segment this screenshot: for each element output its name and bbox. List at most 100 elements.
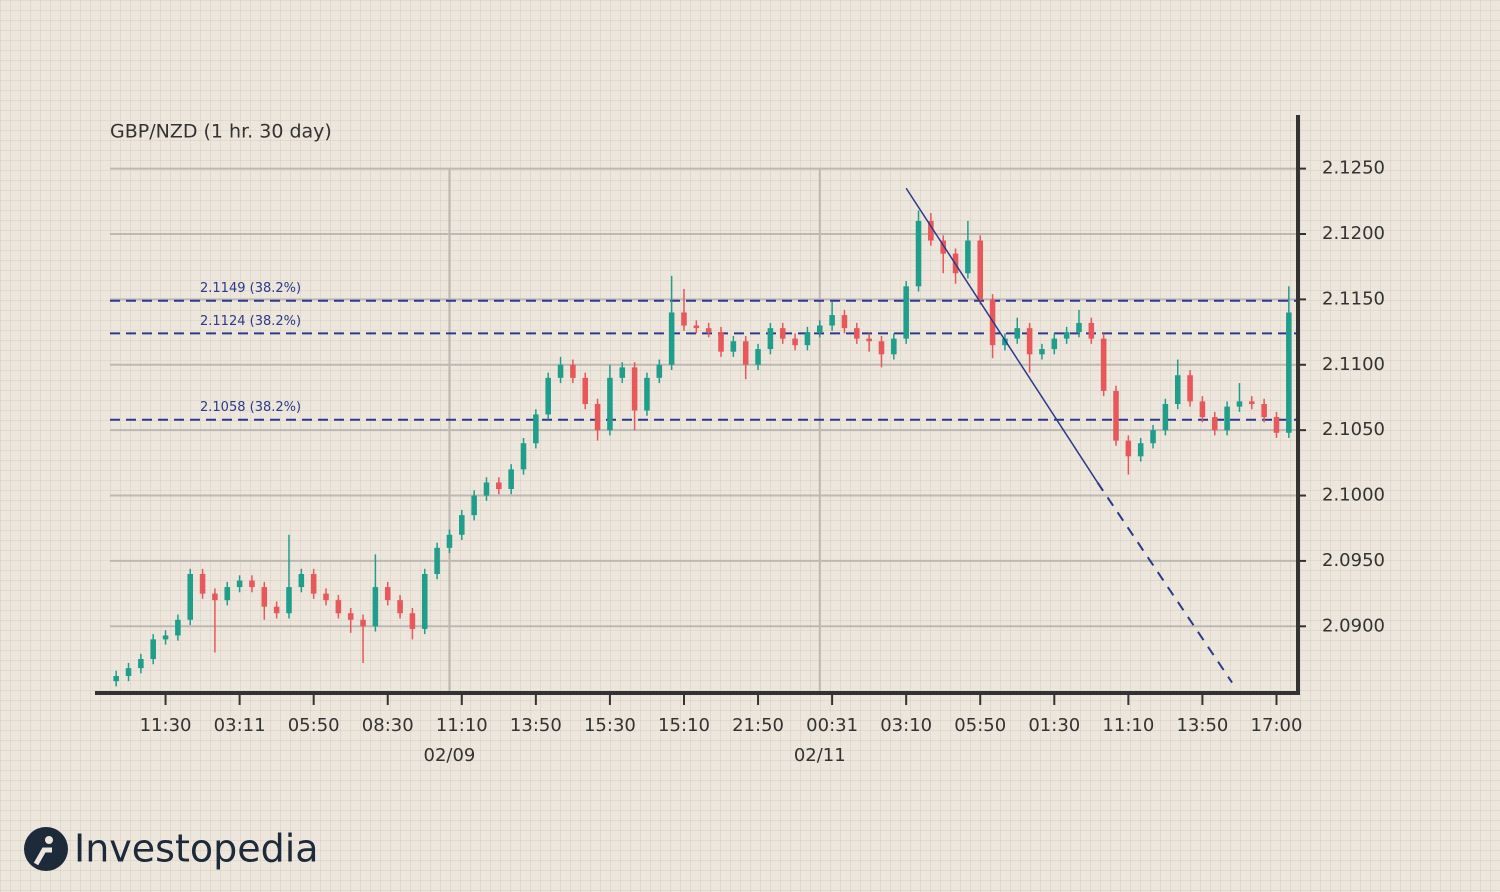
x-tick-label: 03:10 bbox=[880, 715, 932, 736]
candle-body bbox=[891, 338, 897, 355]
candle-body bbox=[705, 328, 712, 333]
y-tick-label: 2.1150 bbox=[1322, 288, 1385, 309]
candle-body bbox=[1125, 440, 1132, 457]
candle-body bbox=[113, 676, 119, 682]
y-tick-label: 2.1200 bbox=[1322, 223, 1385, 244]
candle-body bbox=[520, 443, 527, 470]
candle-body bbox=[644, 377, 650, 411]
candle-body bbox=[1249, 401, 1255, 404]
logo-text: Investopedia bbox=[74, 827, 319, 871]
candle-body bbox=[656, 364, 663, 378]
candle-body bbox=[335, 600, 342, 614]
x-tick-label: 01:30 bbox=[1028, 715, 1080, 736]
candle-body bbox=[1211, 417, 1218, 431]
candle-body bbox=[1051, 338, 1058, 350]
candle-body bbox=[459, 515, 465, 535]
candle-body bbox=[1187, 375, 1193, 402]
candle-body bbox=[1150, 430, 1156, 444]
candle-body bbox=[854, 328, 860, 339]
candle-body bbox=[804, 332, 811, 346]
x-tick-label: 13:50 bbox=[510, 715, 562, 736]
x-tick-label: 05:50 bbox=[954, 715, 1006, 736]
candle-body bbox=[792, 338, 798, 346]
candle-body bbox=[175, 619, 181, 636]
candle-body bbox=[928, 220, 934, 241]
candle-body bbox=[199, 574, 206, 594]
y-tick-label: 2.0900 bbox=[1322, 615, 1385, 636]
candle-body bbox=[471, 495, 477, 516]
candle-body bbox=[397, 600, 403, 614]
candle-body bbox=[903, 286, 909, 339]
y-tick-label: 2.1000 bbox=[1322, 485, 1385, 506]
candle-body bbox=[1063, 332, 1070, 339]
x-date-label: 02/11 bbox=[794, 745, 846, 766]
candle-body bbox=[755, 349, 761, 365]
candle-body bbox=[347, 613, 354, 620]
candle-body bbox=[508, 469, 514, 489]
candle-body bbox=[1039, 349, 1045, 355]
x-tick-label: 15:30 bbox=[584, 715, 636, 736]
y-tick-label: 2.1100 bbox=[1322, 354, 1385, 375]
candle-body bbox=[693, 325, 700, 329]
candle-body bbox=[236, 580, 243, 588]
candle-body bbox=[298, 574, 305, 588]
x-tick-label: 21:50 bbox=[732, 715, 784, 736]
candle-body bbox=[570, 364, 576, 378]
candle-body bbox=[224, 587, 231, 601]
candle-body bbox=[372, 587, 379, 627]
x-tick-label: 08:30 bbox=[362, 715, 414, 736]
candle-body bbox=[631, 367, 638, 411]
x-tick-label: 11:10 bbox=[1102, 715, 1154, 736]
candle-body bbox=[878, 341, 885, 355]
level-label: 2.1124 (38.2%) bbox=[200, 314, 301, 329]
candle-body bbox=[977, 240, 984, 300]
candle-body bbox=[718, 332, 724, 352]
candle-body bbox=[261, 587, 268, 607]
x-date-label: 02/09 bbox=[424, 745, 476, 766]
candle-body bbox=[323, 593, 329, 601]
logo: Investopedia bbox=[24, 827, 319, 871]
candle-body bbox=[1088, 322, 1095, 339]
candle-body bbox=[767, 328, 774, 350]
chart-title: GBP/NZD (1 hr. 30 day) bbox=[110, 121, 332, 143]
candle-body bbox=[1137, 443, 1144, 457]
level-label: 2.1149 (38.2%) bbox=[200, 281, 301, 296]
candle-body bbox=[1224, 406, 1230, 431]
candle-body bbox=[1113, 390, 1119, 441]
candle-body bbox=[940, 240, 946, 254]
candle-body bbox=[742, 341, 749, 365]
candle-body bbox=[360, 619, 366, 627]
candle-body bbox=[829, 315, 835, 326]
candle-body bbox=[594, 404, 601, 431]
candle-body bbox=[273, 606, 280, 614]
candle-body bbox=[1026, 328, 1033, 355]
candle-body bbox=[187, 574, 194, 620]
x-tick-label: 00:31 bbox=[806, 715, 858, 736]
x-tick-label: 03:11 bbox=[214, 715, 266, 736]
candle-body bbox=[582, 377, 589, 404]
candle-body bbox=[212, 593, 218, 601]
candle-body bbox=[249, 580, 255, 588]
candle-body bbox=[668, 312, 675, 365]
candle-body bbox=[1162, 404, 1169, 431]
candle-body bbox=[1273, 417, 1280, 433]
candle-body bbox=[409, 613, 416, 629]
candle-body bbox=[545, 377, 551, 415]
candle-body bbox=[607, 377, 613, 431]
candle-body bbox=[125, 668, 132, 676]
candle-body bbox=[286, 587, 292, 614]
candle-body bbox=[816, 325, 823, 333]
candle-body bbox=[310, 574, 317, 594]
candle-body bbox=[384, 587, 391, 601]
candle-body bbox=[1014, 328, 1021, 339]
candle-body bbox=[162, 635, 169, 640]
candle-body bbox=[434, 547, 440, 574]
logo-icon-stroke bbox=[33, 847, 52, 866]
candle-body bbox=[446, 534, 453, 548]
candle-body bbox=[496, 482, 502, 489]
candle-body bbox=[533, 414, 539, 444]
candle-body bbox=[1174, 375, 1181, 404]
candle-body bbox=[730, 341, 737, 352]
candle-body bbox=[1286, 312, 1292, 433]
